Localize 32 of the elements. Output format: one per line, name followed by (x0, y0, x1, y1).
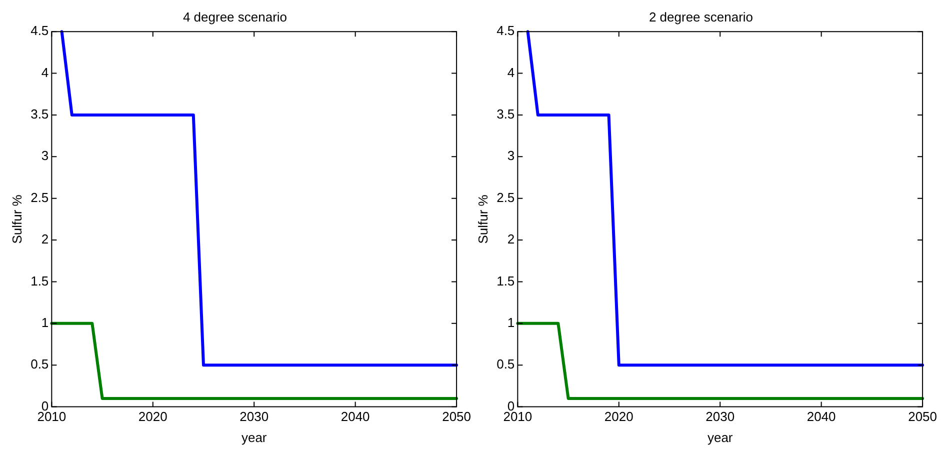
y-tick-label: 0.5 (496, 356, 515, 372)
y-axis-title: Sulfur % (475, 194, 490, 244)
y-tick-label: 4.5 (30, 23, 49, 38)
x-tick-label: 2040 (340, 409, 370, 424)
y-axis-title: Sulfur % (9, 194, 24, 244)
x-tick-label: 2040 (806, 409, 836, 424)
y-tick-label: 4.5 (496, 23, 515, 38)
y-tick-label: 0.5 (30, 356, 49, 372)
y-tick-label: 3 (507, 148, 515, 164)
y-tick-label: 1.5 (496, 273, 515, 288)
y-tick-label: 1.5 (30, 273, 49, 288)
x-axis-title: year (707, 430, 734, 445)
y-tick-label: 1 (507, 315, 515, 330)
x-tick-label: 2050 (908, 409, 937, 424)
x-tick-label: 2050 (442, 409, 471, 424)
y-tick-label: 2.5 (30, 190, 49, 205)
x-tick-label: 2020 (138, 409, 168, 424)
chart-title: 2 degree scenario (648, 9, 754, 24)
y-tick-label: 3.5 (496, 106, 515, 122)
x-axis-title: year (241, 430, 268, 445)
y-tick-label: 4 (507, 64, 515, 80)
chart-title: 4 degree scenario (182, 9, 288, 24)
y-tick-label: 3.5 (30, 106, 49, 122)
x-tick-label: 2020 (604, 409, 634, 424)
y-tick-label: 2 (41, 232, 49, 247)
y-tick-label: 2 (507, 232, 515, 247)
x-tick-label: 2030 (240, 409, 269, 424)
y-tick-label: 3 (41, 148, 49, 164)
y-tick-label: 4 (41, 64, 49, 80)
y-tick-label: 2.5 (496, 190, 515, 205)
x-tick-label: 2030 (706, 409, 735, 424)
y-tick-label: 1 (41, 315, 49, 330)
